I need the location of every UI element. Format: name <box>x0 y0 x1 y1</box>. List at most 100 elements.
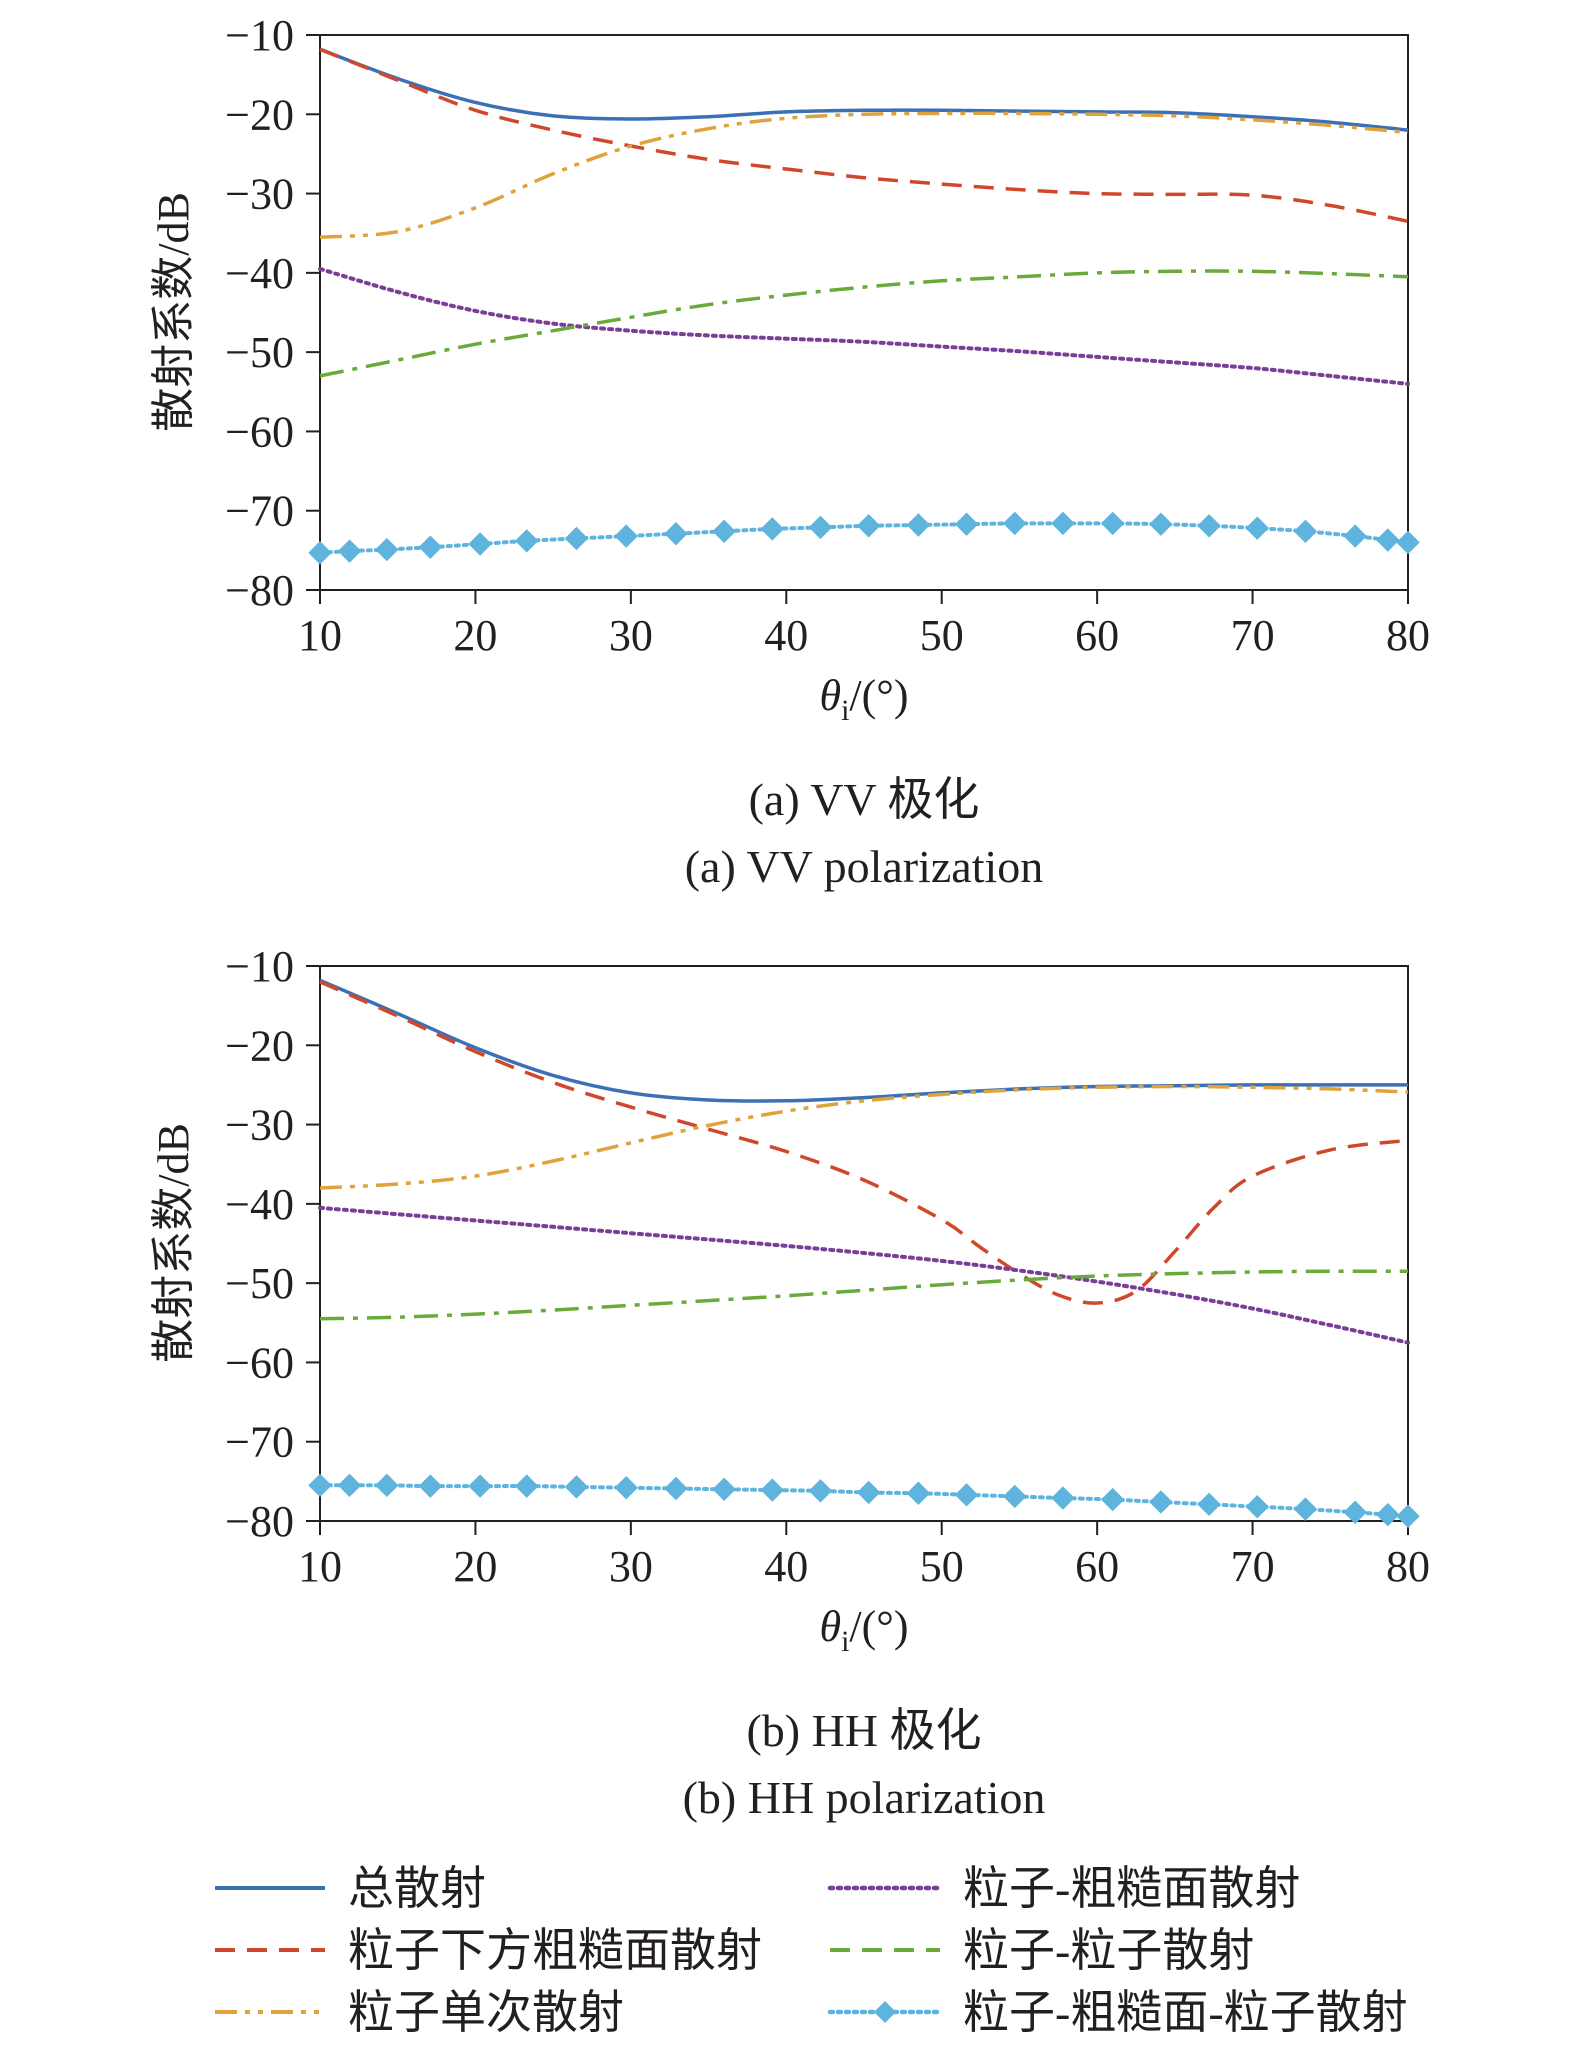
diamond-marker <box>564 1475 589 1499</box>
x-tick-label: 70 <box>1231 611 1275 660</box>
diamond-marker <box>906 1481 931 1505</box>
diamond-marker <box>1149 1490 1173 1514</box>
series-line-1 <box>319 978 1408 1103</box>
x-tick-labels: 10 20 30 40 50 60 70 80 <box>298 1521 1430 1591</box>
diamond-marker <box>1396 530 1420 555</box>
y-tick-label: −50 <box>225 1259 294 1308</box>
x-tick-labels: 10 20 30 40 50 60 70 80 <box>298 590 1430 660</box>
diamond-marker <box>1293 1497 1318 1521</box>
x-tick-label: 50 <box>920 611 964 660</box>
diamond-marker <box>712 1477 736 1501</box>
diamond-marker <box>1149 512 1173 536</box>
y-tick-label: −70 <box>225 1418 294 1467</box>
legend-label: 粒子下方粗糙面散射 <box>348 1925 762 1976</box>
y-tick-label: −30 <box>225 1101 294 1150</box>
y-tick-label: −40 <box>225 249 294 298</box>
y-tick-label: −80 <box>225 566 294 615</box>
diamond-marker <box>712 519 736 544</box>
diamond-marker <box>1376 1502 1400 1527</box>
series-line-2 <box>319 980 1409 1305</box>
series-line-4 <box>318 1205 1410 1345</box>
series-line-5 <box>319 269 1409 378</box>
diamond-marker <box>954 512 979 536</box>
series-line-3 <box>319 1084 1409 1190</box>
legend-label: 粒子-粗糙面-粒子散射 <box>963 1987 1408 2038</box>
diamond-marker <box>760 517 785 541</box>
x-tick-label: 30 <box>609 1542 653 1591</box>
diamond-marker <box>614 524 638 548</box>
diamond-marker <box>375 537 399 562</box>
y-tick-label: −60 <box>225 1338 294 1387</box>
y-tick-label: −50 <box>225 328 294 377</box>
diamond-marker <box>308 1473 332 1498</box>
x-tick-label: 70 <box>1231 1542 1275 1591</box>
y-axis-title: 散射系数/dB <box>149 1123 198 1363</box>
chart-panel-vv: −10 −20 −30 −40 −50 −60 −70 −80 10 20 30 40 50 60 70 8… <box>149 11 1430 892</box>
x-axis-title: θi/(°) <box>819 671 908 727</box>
y-tick-label: −30 <box>225 170 294 219</box>
y-tick-label: −70 <box>225 487 294 536</box>
caption-cn: (a) VV 极化 <box>749 774 980 825</box>
diamond-marker <box>664 1476 688 1501</box>
y-tick-label: −10 <box>225 11 294 60</box>
diamond-marker <box>856 1480 881 1505</box>
diamond-marker <box>760 1478 785 1502</box>
y-tick-labels: −10 −20 −30 −40 −50 −60 −70 −80 <box>225 942 320 1546</box>
y-tick-label: −80 <box>225 1497 294 1546</box>
diamond-marker <box>808 515 833 540</box>
caption-en: (a) VV polarization <box>685 841 1044 892</box>
x-tick-label: 40 <box>764 1542 808 1591</box>
x-tick-label: 10 <box>298 611 342 660</box>
diamond-marker <box>564 526 589 551</box>
diamond-marker <box>954 1483 979 1507</box>
plot-area-frame <box>319 965 1409 1522</box>
diamond-marker <box>614 1475 638 1500</box>
chart-panel-hh: −10 −20 −30 −40 −50 −60 −70 −80 10 20 30 40 50 60 70 8… <box>149 942 1430 1823</box>
diamond-marker <box>468 532 492 556</box>
series-line-2 <box>319 47 1409 224</box>
diamond-marker <box>418 535 443 559</box>
legend-label: 总散射 <box>348 1863 486 1914</box>
diamond-marker <box>1100 511 1125 536</box>
diamond-marker <box>375 1473 399 1498</box>
diamond-marker <box>308 541 332 565</box>
series-line-5 <box>319 1269 1409 1321</box>
diamond-marker <box>856 514 881 538</box>
x-tick-label: 80 <box>1386 611 1430 660</box>
caption-en: (b) HH polarization <box>683 1772 1046 1823</box>
diamond-marker <box>1245 1495 1269 1519</box>
diamond-marker <box>664 522 688 546</box>
x-tick-label: 80 <box>1386 1542 1430 1591</box>
y-tick-label: −60 <box>225 407 294 456</box>
legend-diamond-marker <box>874 2001 896 2023</box>
diamond-marker <box>1051 511 1075 536</box>
y-tick-label: −20 <box>225 90 294 139</box>
x-tick-label: 20 <box>453 611 497 660</box>
diamond-marker <box>337 1473 362 1498</box>
diamond-marker <box>1003 511 1027 536</box>
y-tick-label: −20 <box>225 1021 294 1070</box>
series-line-3 <box>319 111 1409 239</box>
diamond-marker <box>1343 524 1367 548</box>
x-tick-label: 30 <box>609 611 653 660</box>
diamond-marker <box>418 1474 443 1498</box>
diamond-marker <box>515 529 539 553</box>
diamond-marker <box>1343 1500 1367 1524</box>
x-axis-title: θi/(°) <box>819 1602 908 1658</box>
diamond-marker <box>1293 519 1318 544</box>
plot-area-frame <box>319 34 1409 591</box>
x-tick-label: 10 <box>298 1542 342 1591</box>
diamond-marker <box>1376 528 1400 552</box>
legend-label: 粒子-粒子散射 <box>963 1925 1254 1976</box>
diamond-marker <box>1100 1487 1125 1512</box>
diamond-marker <box>1051 1486 1075 1510</box>
y-tick-label: −40 <box>225 1180 294 1229</box>
y-tick-label: −10 <box>225 942 294 991</box>
series-group <box>308 978 1420 1528</box>
series-group <box>308 47 1420 565</box>
legend-label: 粒子单次散射 <box>348 1987 624 2038</box>
diamond-marker <box>337 539 362 563</box>
legend-label: 粒子-粗糙面散射 <box>963 1863 1300 1914</box>
